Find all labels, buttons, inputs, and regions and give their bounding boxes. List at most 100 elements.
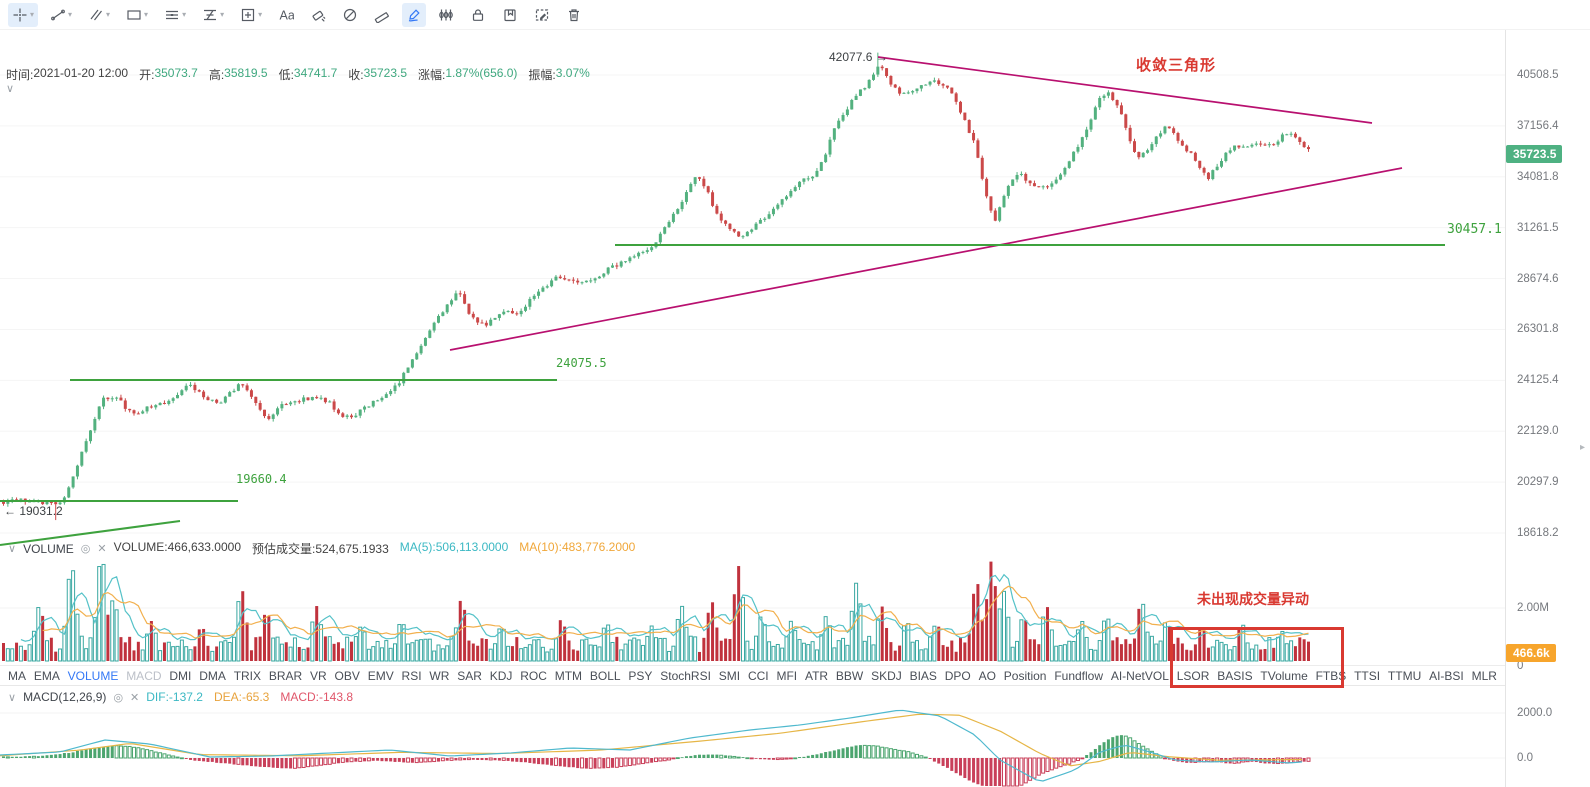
tab-brar[interactable]: BRAR (268, 668, 303, 683)
fibonacci-tool[interactable]: ▾ (198, 3, 228, 27)
tab-kdj[interactable]: KDJ (489, 668, 513, 683)
tab-skdj[interactable]: SKDJ (871, 668, 902, 683)
tab-bias[interactable]: BIAS (909, 668, 937, 683)
tab-psy[interactable]: PSY (628, 668, 653, 683)
horizontal-lines-icon (166, 10, 179, 19)
tab-atr[interactable]: ATR (804, 668, 829, 683)
candlestick-chart[interactable] (0, 30, 1505, 546)
ohlc-item: 收: 35723.5 (348, 66, 407, 83)
magic-eraser-tool[interactable] (306, 3, 330, 27)
macd-panel-title[interactable]: MACD(12,26,9) (23, 690, 107, 704)
settings-icon[interactable]: ◎ (113, 691, 124, 704)
tab-obv[interactable]: OBV (334, 668, 360, 683)
dif-line (0, 709, 1303, 782)
tab-ai-netvol[interactable]: AI-NetVOL (1110, 668, 1169, 683)
bookmark-copy-tool[interactable] (498, 3, 522, 27)
chevron-down-icon[interactable]: ▾ (182, 9, 187, 19)
tab-boll[interactable]: BOLL (589, 668, 621, 683)
tab-ma[interactable]: MA (8, 668, 26, 683)
chevron-down-icon[interactable]: ▾ (258, 9, 263, 19)
tab-fundflow[interactable]: Fundflow (1054, 668, 1104, 683)
price-axis[interactable]: ▸ 40508.5 37156.4 34081.8 31261.5 28674.6 263… (1505, 30, 1590, 787)
rectangle-tool[interactable]: ▾ (122, 3, 152, 27)
tab-macd[interactable]: MACD (126, 668, 162, 683)
ruler-tool[interactable] (370, 3, 394, 27)
tab-cci[interactable]: CCI (747, 668, 769, 683)
tab-smi[interactable]: SMI (718, 668, 741, 683)
tab-rsi[interactable]: RSI (401, 668, 422, 683)
tab-ftbs[interactable]: FTBS (1315, 668, 1347, 683)
macd-chart[interactable] (0, 686, 1505, 787)
tab-dma[interactable]: DMA (199, 668, 226, 683)
tab-lsor[interactable]: LSOR (1176, 668, 1210, 683)
trash-tool[interactable] (562, 3, 586, 27)
tab-stochrsi[interactable]: StochRSI (660, 668, 711, 683)
tab-ao[interactable]: AO (978, 668, 996, 683)
tab-ttsi[interactable]: TTSI (1354, 668, 1381, 683)
low-price-label: ← 19031.2 (4, 504, 63, 518)
volume-panel-title[interactable]: VOLUME (23, 541, 74, 556)
chevron-down-icon[interactable]: ▾ (68, 9, 73, 19)
axis-tick: 2000.0 (1517, 707, 1553, 719)
tab-basis[interactable]: BASIS (1217, 668, 1253, 683)
tab-wr[interactable]: WR (429, 668, 450, 683)
chevron-down-icon[interactable]: ▾ (30, 9, 35, 19)
parallel-channel-tool[interactable]: ▾ (84, 3, 114, 27)
chevron-down-icon[interactable]: ▾ (144, 9, 149, 19)
tab-vr[interactable]: VR (310, 668, 327, 683)
text-tool-tool[interactable]: Aa (274, 3, 298, 27)
tab-ttmu[interactable]: TTMU (1387, 668, 1422, 683)
tab-tvolume[interactable]: TVolume (1260, 668, 1308, 683)
ohlc-value: 35073.7 (154, 66, 198, 80)
settings-icon[interactable]: ◎ (80, 543, 91, 555)
triangle-lower-line[interactable] (449, 167, 1403, 351)
triangle-upper-line[interactable] (877, 56, 1373, 124)
support-diagonal-line[interactable] (0, 520, 181, 546)
collapse-chevron-icon[interactable]: ∨ (8, 691, 17, 704)
tab-ai-bsi[interactable]: AI-BSI (1429, 668, 1464, 683)
close-icon[interactable]: ✕ (130, 691, 140, 704)
tab-dpo[interactable]: DPO (944, 668, 971, 683)
grid-pattern-icon (241, 8, 255, 21)
trend-line-tool[interactable]: ▾ (46, 3, 76, 27)
macd-section: ∨ MACD(12,26,9) ◎ ✕ DIF:-137.2 DEA:-65.3 M… (0, 686, 1505, 787)
trend-line-icon (51, 9, 65, 20)
tab-dmi[interactable]: DMI (169, 668, 192, 683)
link-off-tool[interactable] (338, 3, 362, 27)
tab-mfi[interactable]: MFI (776, 668, 798, 683)
tab-volume[interactable]: VOLUME (67, 668, 119, 683)
tab-bbw[interactable]: BBW (835, 668, 864, 683)
price-range-tool[interactable] (434, 3, 458, 27)
crosshair-tool[interactable]: ▾ (8, 2, 39, 27)
tab-roc[interactable]: ROC (520, 668, 547, 683)
tab-trix[interactable]: TRIX (233, 668, 262, 683)
chevron-down-icon[interactable]: ▾ (106, 9, 111, 19)
bookmark-copy-icon (504, 8, 516, 21)
collapse-chevron-icon[interactable]: ∨ (6, 83, 15, 95)
edit-template-icon (536, 8, 549, 21)
ohlc-item: 涨幅: 1.87%(656.0) (418, 66, 517, 83)
tab-mlr[interactable]: MLR (1471, 668, 1497, 683)
grid-pattern-tool[interactable]: ▾ (236, 3, 266, 27)
volume-note-annotation: 未出现成交量异动 (1197, 591, 1309, 607)
tab-ema[interactable]: EMA (33, 668, 60, 683)
tab-emv[interactable]: EMV (367, 668, 394, 683)
horizontal-lines-tool[interactable]: ▾ (160, 3, 190, 27)
ohlc-value: 3.07% (555, 66, 590, 80)
volume-chart[interactable] (0, 535, 1505, 665)
chevron-down-icon[interactable]: ▾ (220, 9, 225, 19)
edit-template-tool[interactable] (530, 3, 554, 27)
ruler-icon (374, 11, 389, 23)
close-icon[interactable]: ✕ (97, 543, 107, 555)
free-draw-tool[interactable] (402, 2, 427, 27)
rectangle-icon (127, 9, 141, 20)
collapse-chevron-icon[interactable]: ∨ (8, 543, 17, 555)
lock-tool[interactable] (466, 3, 490, 27)
scroll-right-icon[interactable]: ▸ (1580, 442, 1586, 453)
tab-sar[interactable]: SAR (457, 668, 482, 683)
volume-section: ∨ VOLUME ◎ ✕ VOLUME:466,633.0000 预估成交量:52… (0, 535, 1505, 665)
tab-mtm[interactable]: MTM (554, 668, 583, 683)
tab-position[interactable]: Position (1003, 668, 1047, 683)
volume-stat: VOLUME:466,633.0000 (113, 540, 241, 554)
